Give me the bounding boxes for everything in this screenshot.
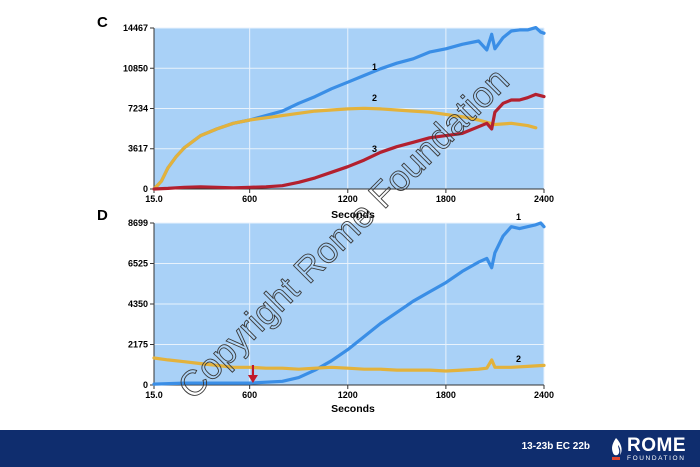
x-tick-label: 1800: [436, 390, 456, 400]
y-tick-label: 2175: [128, 339, 148, 349]
chart-d: 0 2175 4350 6525 8699 15.0 600 1200 1800 2400 Seco…: [97, 207, 554, 415]
slide-code: 13-23b EC 22b: [521, 441, 590, 452]
panel-label: C: [97, 14, 108, 31]
x-tick-label: 15.0: [145, 390, 163, 400]
rome-foundation-logo: ROME FOUNDATION: [609, 434, 686, 464]
chart-c: 0 3617 7234 10850 14467 15.0 600 1200 1800 2400 Se…: [97, 14, 554, 221]
y-tick-label: 7234: [128, 103, 148, 113]
logo-text: ROME FOUNDATION: [627, 436, 686, 463]
series-label-1: 1: [516, 212, 521, 222]
figure: 0 3617 7234 10850 14467 15.0 600 1200 1800 2400 Se…: [97, 14, 554, 415]
logo-word: ROME: [627, 434, 686, 456]
y-tick-label: 10850: [123, 63, 148, 73]
series-line-1: [152, 221, 546, 386]
logo-subtitle: FOUNDATION: [627, 454, 686, 462]
series-label-2: 2: [372, 93, 377, 103]
x-tick-label: 1800: [436, 194, 456, 204]
x-tick-label: 2400: [534, 194, 554, 204]
series-line-2: [152, 356, 546, 373]
y-tick-label: 4350: [128, 299, 148, 309]
y-tick-label: 3617: [128, 144, 148, 154]
series-line-3: [152, 92, 546, 191]
x-axis-title: Seconds: [331, 403, 375, 415]
x-axis-title: Seconds: [331, 209, 375, 221]
series-label-2: 2: [516, 354, 521, 364]
series-label-1: 1: [372, 62, 377, 72]
arrow-down-icon: [247, 375, 258, 383]
series-line-2: [152, 106, 538, 191]
x-tick-label: 15.0: [145, 194, 163, 204]
series-label-3: 3: [372, 144, 377, 154]
x-tick-label: 600: [242, 194, 257, 204]
panel-label: D: [97, 207, 108, 224]
y-tick-label: 14467: [123, 23, 148, 33]
footer-bar: 13-23b EC 22b ROME FOUNDATION: [0, 430, 700, 467]
x-tick-label: 1200: [338, 390, 358, 400]
y-tick-label: 8699: [128, 218, 148, 228]
x-tick-label: 1200: [338, 194, 358, 204]
y-tick-label: 6525: [128, 258, 148, 268]
x-tick-label: 2400: [534, 390, 554, 400]
y-tick-label: 0: [143, 380, 148, 390]
y-tick-label: 0: [143, 184, 148, 194]
x-tick-label: 600: [242, 390, 257, 400]
flame-icon: [612, 438, 622, 460]
